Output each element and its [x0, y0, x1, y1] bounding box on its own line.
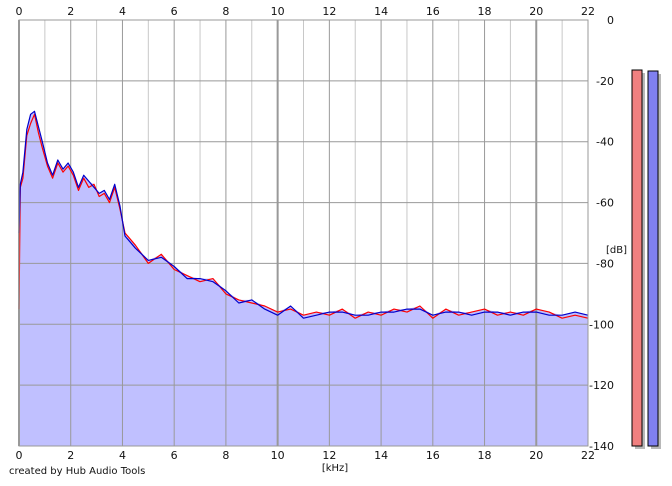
x-tick-label-bottom: 16 [426, 449, 440, 462]
x-tick-label-top: 20 [529, 5, 543, 18]
x-tick-label-bottom: 18 [478, 449, 492, 462]
y-tick-label: -60 [596, 197, 614, 210]
level-meters [631, 69, 661, 449]
x-tick-label-bottom: 12 [322, 449, 336, 462]
level-meter-left [631, 69, 643, 447]
y-tick-label: -120 [589, 379, 614, 392]
x-tick-label-top: 12 [322, 5, 336, 18]
x-tick-label-bottom: 20 [529, 449, 543, 462]
x-tick-label-top: 0 [16, 5, 23, 18]
y-tick-label: -100 [589, 318, 614, 331]
level-meter-right [647, 70, 659, 447]
credit-text: created by Hub Audio Tools [9, 466, 146, 477]
x-tick-label-bottom: 8 [222, 449, 229, 462]
x-tick-label-top: 22 [581, 5, 595, 18]
spectrum-fill-area [19, 111, 588, 447]
x-tick-label-bottom: 2 [67, 449, 74, 462]
x-tick-label-top: 6 [171, 5, 178, 18]
series-layer [18, 110, 589, 319]
y-tick-label: -40 [596, 136, 614, 149]
y-tick-label: -140 [589, 440, 614, 453]
x-tick-label-bottom: 4 [119, 449, 126, 462]
x-axis-top-tick-labels: 0 2 4 6 8 10 12 14 16 18 20 22 [16, 5, 596, 18]
y-tick-label: 0 [607, 14, 614, 27]
x-tick-label-bottom: 6 [171, 449, 178, 462]
x-tick-label-top: 4 [119, 5, 126, 18]
x-tick-label-bottom: 0 [16, 449, 23, 462]
x-tick-label-top: 14 [374, 5, 388, 18]
x-tick-label-bottom: 10 [271, 449, 285, 462]
y-tick-label: -20 [596, 75, 614, 88]
x-tick-label-top: 10 [271, 5, 285, 18]
y-tick-label: -80 [596, 257, 614, 270]
x-tick-label-top: 2 [67, 5, 74, 18]
plot-frame [18, 19, 589, 447]
x-tick-label-top: 18 [478, 5, 492, 18]
y-axis-unit-label: [dB] [606, 245, 627, 256]
x-axis-unit-label: [kHz] [322, 463, 348, 474]
x-axis-bottom-tick-labels: 0 2 4 6 8 10 12 14 16 18 20 22 [16, 449, 596, 462]
y-axis-tick-labels: 0 -20 -40 -60 -80 -100 -120 -140 [589, 14, 614, 453]
x-tick-label-top: 16 [426, 5, 440, 18]
x-tick-label-bottom: 14 [374, 449, 388, 462]
x-tick-label-bottom: 22 [581, 449, 595, 462]
series-line-channel_2 [18, 110, 589, 319]
x-tick-label-top: 8 [222, 5, 229, 18]
